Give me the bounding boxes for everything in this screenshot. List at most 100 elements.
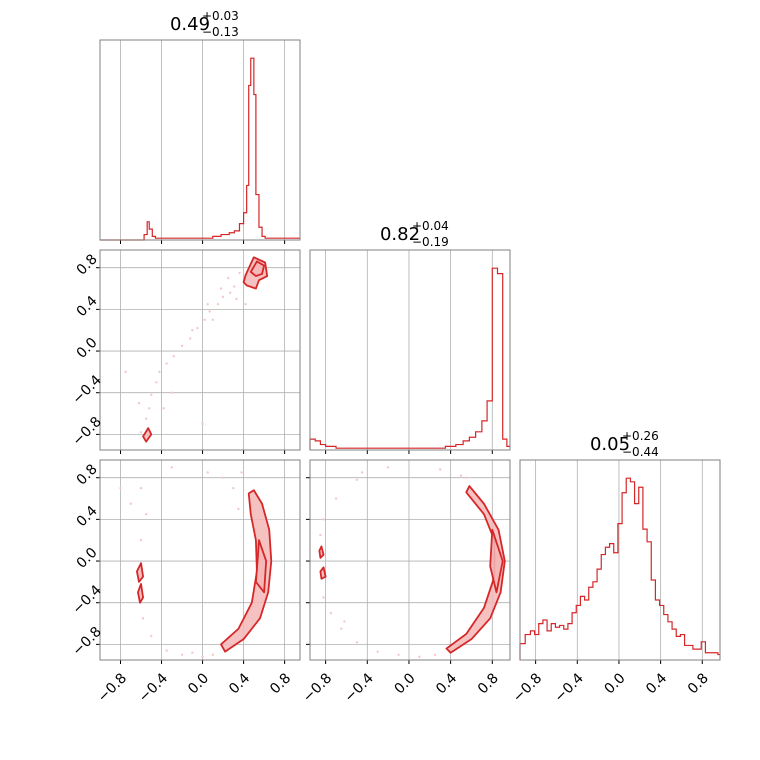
x-tick-label: 0.4 xyxy=(643,670,670,697)
histogram-bin xyxy=(560,625,564,660)
title-minus-error: −0.44 xyxy=(622,445,659,459)
y-tick-label: 0.8 xyxy=(74,251,101,278)
histogram-panel-1,1: 0.49+0.03 −0.13 xyxy=(99,9,301,244)
scatter-point xyxy=(376,650,379,653)
scatter-point xyxy=(211,318,215,321)
panel-title: 0.05 xyxy=(590,434,630,455)
x-tick-label: −0.8 xyxy=(300,670,335,705)
scatter-point xyxy=(119,486,122,490)
title-plus-error: +0.04 xyxy=(412,219,449,233)
scatter-point xyxy=(397,653,400,656)
histogram-bin xyxy=(630,482,634,660)
x-tick-label: 0.0 xyxy=(602,670,629,697)
axes-frame xyxy=(99,249,301,451)
axes-frame xyxy=(309,459,511,661)
histogram-bin xyxy=(487,401,492,450)
scatter-point xyxy=(139,539,143,542)
histogram-bin xyxy=(672,629,676,660)
panel-title: 0.82 xyxy=(380,224,420,245)
title-minus-error: −0.19 xyxy=(412,235,449,249)
histogram-bin xyxy=(676,636,680,660)
histogram-bin xyxy=(251,58,254,240)
scatter-point xyxy=(208,310,211,313)
histogram-bin xyxy=(147,222,149,240)
scatter-point xyxy=(129,502,132,505)
scatter-point xyxy=(244,302,247,306)
y-tick-label: 0.0 xyxy=(74,335,101,362)
y-tick-label: 0.0 xyxy=(74,545,101,572)
histogram-series xyxy=(100,57,300,241)
histogram-bin xyxy=(555,627,559,660)
scatter-point xyxy=(233,285,236,288)
scatter-point xyxy=(203,318,206,321)
histogram-series xyxy=(519,477,720,660)
histogram-bin xyxy=(256,195,259,240)
scatter-point xyxy=(340,627,343,630)
scatter-point xyxy=(329,611,333,615)
contour-level xyxy=(254,539,268,594)
contour-level xyxy=(319,566,327,580)
x-tick-label: −0.4 xyxy=(552,670,587,705)
scatter-point xyxy=(144,417,148,420)
scatter-point xyxy=(196,326,199,330)
histogram-bin xyxy=(492,268,497,450)
histogram-bin xyxy=(482,421,487,450)
histogram-bin xyxy=(639,487,643,660)
histogram-bin xyxy=(239,224,243,240)
histogram-bin xyxy=(315,441,320,450)
histogram-bin xyxy=(710,653,714,660)
scatter-point xyxy=(465,476,468,479)
contour-level xyxy=(445,485,506,654)
x-tick-label: 0.8 xyxy=(475,670,502,697)
histogram-bin xyxy=(503,439,507,450)
scatter-point xyxy=(433,653,437,656)
title-plus-error: +0.26 xyxy=(622,429,659,443)
contour-level xyxy=(142,427,153,443)
axes-frame xyxy=(519,459,721,661)
contour-level xyxy=(318,545,325,559)
axes-frame xyxy=(99,459,301,661)
axes-frame xyxy=(309,249,511,451)
histogram-series xyxy=(309,267,510,450)
scatter-point xyxy=(322,596,325,599)
histogram-bin xyxy=(643,529,647,660)
scatter-point xyxy=(235,297,238,301)
scatter-point xyxy=(150,634,153,638)
histogram-bin xyxy=(530,631,534,660)
scatter-point xyxy=(191,651,194,654)
histogram-bin xyxy=(597,569,601,660)
x-tick-label: −0.4 xyxy=(342,670,377,705)
scatter-point xyxy=(355,478,359,481)
histogram-bin xyxy=(614,553,618,660)
histogram-bin xyxy=(144,235,147,240)
histogram-bin xyxy=(525,635,530,660)
histogram-bin xyxy=(601,555,605,660)
histogram-bin xyxy=(655,600,659,660)
scatter-point xyxy=(170,391,173,394)
histogram-bin xyxy=(213,236,221,240)
histogram-bin xyxy=(149,229,152,240)
x-tick-label: 0.4 xyxy=(433,670,460,697)
scatter-point xyxy=(201,655,204,659)
histogram-bin xyxy=(476,432,482,450)
histogram-bin xyxy=(668,622,672,660)
histogram-bin xyxy=(310,439,315,450)
scatter-point xyxy=(343,620,346,623)
histogram-bin xyxy=(693,649,697,660)
scatter-point xyxy=(165,362,168,365)
histogram-bin xyxy=(714,653,718,660)
scatter-point xyxy=(386,466,390,469)
histogram-bin xyxy=(539,624,543,660)
histogram-bin xyxy=(254,95,256,240)
y-tick-label: 0.4 xyxy=(74,503,101,530)
scatter-point xyxy=(150,393,153,396)
histogram-bin xyxy=(445,446,455,450)
histogram-bin xyxy=(580,596,584,660)
histogram-bin xyxy=(547,631,551,660)
x-tick-label: 0.8 xyxy=(685,670,712,697)
scatter-point xyxy=(206,471,209,474)
x-tick-label: −0.4 xyxy=(136,670,171,705)
scatter-point xyxy=(360,471,364,474)
histogram-bin xyxy=(705,653,709,660)
histogram-bin xyxy=(689,645,693,660)
